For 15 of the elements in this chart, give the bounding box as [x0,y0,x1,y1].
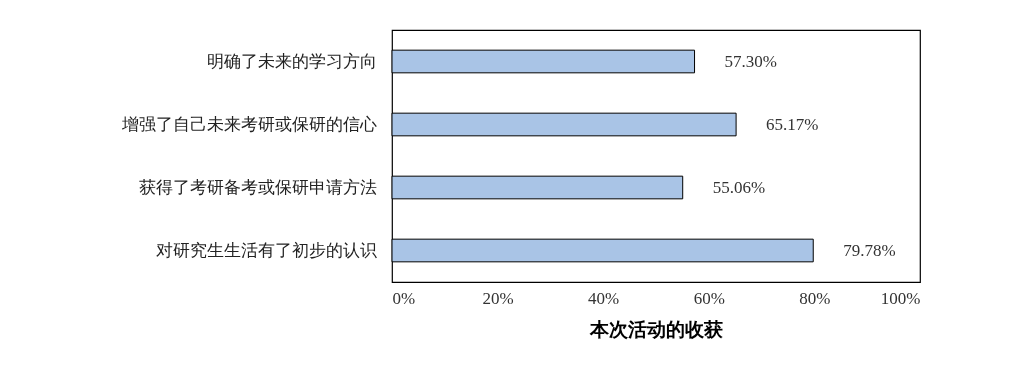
y-tick-label: 明确了未来的学习方向 [206,51,377,71]
y-tick-label: 对研究生生活有了初步的认识 [155,240,377,260]
data-label: 65.17% [766,114,819,134]
x-tick-label: 100% [880,288,921,308]
data-label: 57.30% [724,51,777,71]
data-label: 79.78% [843,240,896,260]
x-tick-label: 20% [482,288,514,308]
x-tick-label: 80% [799,288,831,308]
y-tick-label: 增强了自己未来考研或保研的信心 [120,114,377,134]
x-tick-label: 40% [588,288,620,308]
x-tick-label: 0% [392,288,416,308]
data-label: 55.06% [712,177,766,197]
x-tick-label: 60% [693,288,725,308]
y-tick-label: 获得了考研备考或保研申请方法 [138,177,377,197]
x-axis-title: 本次活动的收获 [589,318,723,340]
